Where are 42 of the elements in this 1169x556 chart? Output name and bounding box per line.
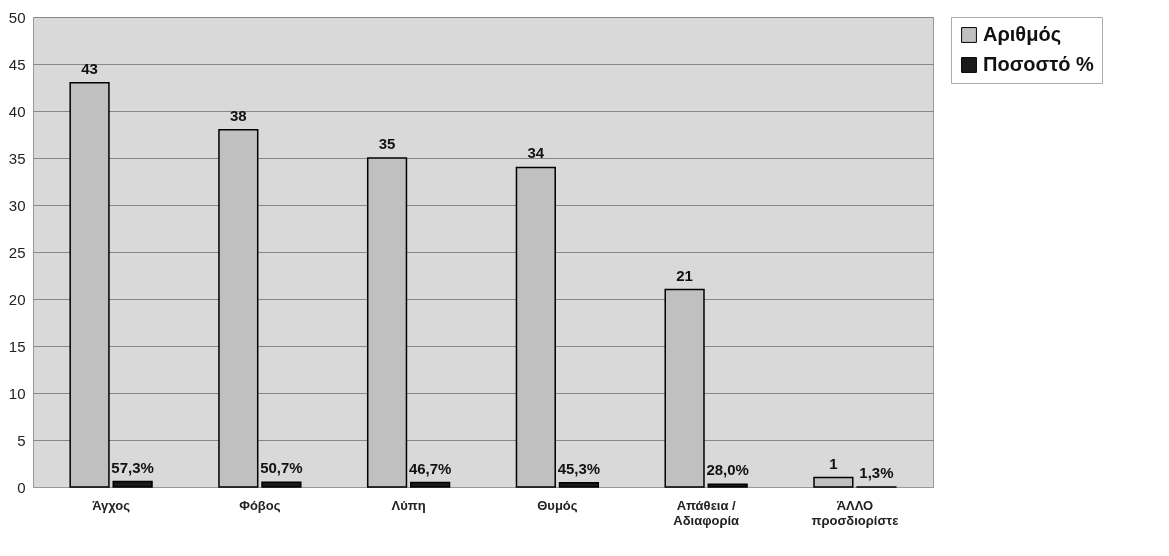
- data-label: 45,3%: [557, 459, 601, 477]
- bar: [261, 481, 302, 488]
- bar: [69, 82, 110, 488]
- data-label: 46,7%: [408, 459, 452, 477]
- x-tick-label: Άγχος: [92, 497, 131, 513]
- y-tick-label: 25: [8, 243, 26, 261]
- y-tick-label: 15: [8, 337, 26, 355]
- data-label: 34: [527, 144, 545, 162]
- data-label: 1: [829, 454, 838, 472]
- y-tick-label: 40: [8, 102, 26, 120]
- x-tick-label: Απάθεια / Αδιαφορία: [673, 497, 740, 528]
- data-label: 35: [378, 135, 396, 152]
- bar: [410, 481, 451, 488]
- bar: [112, 480, 153, 488]
- bar: [664, 288, 705, 488]
- x-tick-label: Λύπη: [391, 497, 426, 513]
- x-tick-label: Φόβος: [239, 497, 281, 513]
- legend-label: Αριθμός: [983, 23, 1062, 45]
- x-tick-label: ΆΛΛΟ προσδιορίστε: [811, 497, 899, 528]
- data-label: 1,3%: [859, 463, 894, 481]
- legend-label: Ποσοστό %: [983, 53, 1094, 75]
- y-tick-label: 10: [8, 384, 26, 402]
- y-tick-label: 5: [17, 431, 26, 449]
- data-label: 43: [81, 59, 98, 77]
- y-tick-label: 20: [8, 290, 26, 308]
- data-label: 57,3%: [111, 458, 154, 476]
- data-label: 38: [229, 106, 247, 124]
- data-label: 50,7%: [260, 459, 303, 477]
- bar: [707, 483, 748, 488]
- y-tick-label: 30: [8, 196, 26, 214]
- bar: [558, 481, 600, 488]
- y-tick-label: 0: [17, 478, 26, 496]
- bar: [366, 157, 408, 488]
- data-label: 21: [676, 266, 693, 284]
- y-tick-label: 50: [8, 8, 26, 26]
- bar: [218, 129, 259, 488]
- x-tick-label: Θυμός: [537, 497, 578, 513]
- data-label: 28,0%: [706, 461, 749, 479]
- y-tick-label: 45: [8, 55, 26, 73]
- y-tick-label: 35: [8, 149, 26, 167]
- bar: [515, 166, 556, 488]
- bar: [813, 476, 854, 488]
